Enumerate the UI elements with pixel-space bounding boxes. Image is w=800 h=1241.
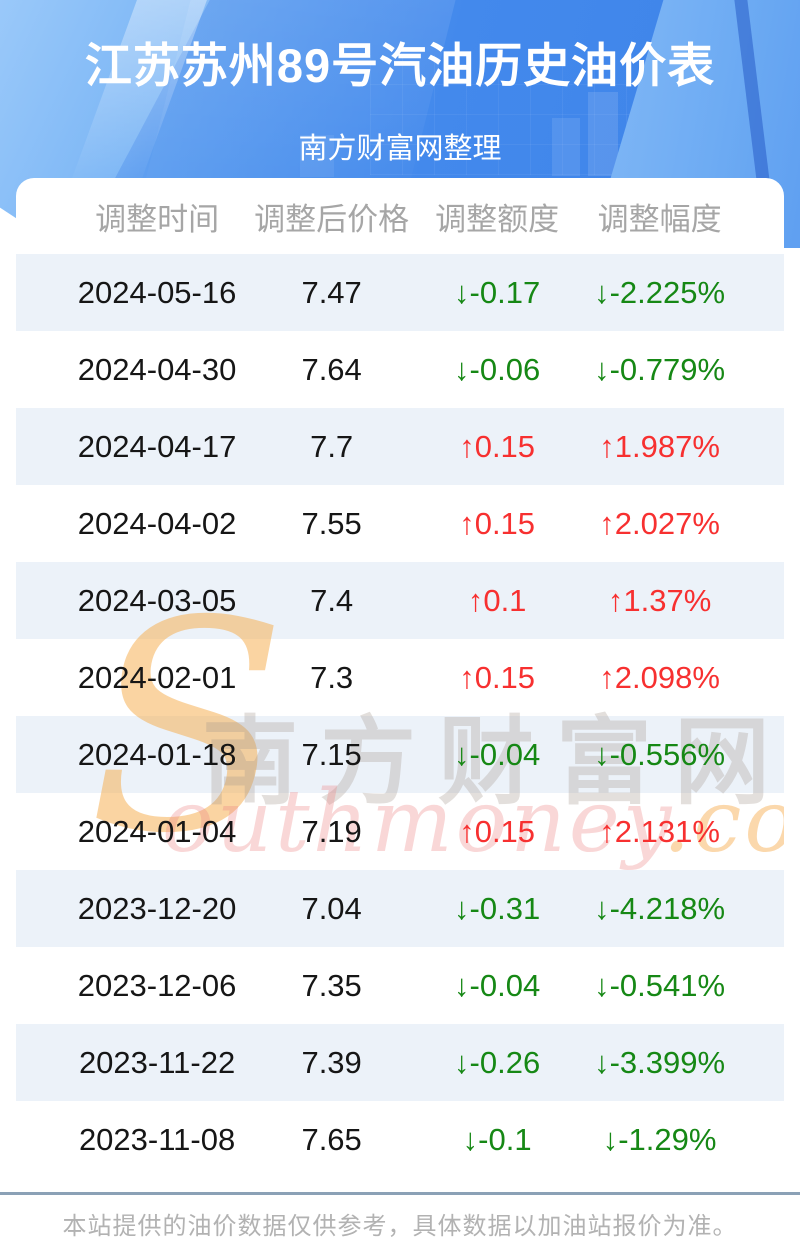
row-change: ↑0.15: [459, 428, 536, 464]
price-table-header: 调整时间 调整后价格 调整额度 调整幅度: [16, 178, 784, 254]
table-row: 2023-12-20 7.04 ↓-0.31 ↓-4.218%: [16, 870, 784, 947]
row-price: 7.3: [310, 659, 354, 695]
price-table-body: 2024-05-16 7.47 ↓-0.17 ↓-2.225% 2024-04-30 7.…: [16, 254, 784, 1178]
row-price: 7.7: [310, 428, 354, 464]
row-percent: ↑1.987%: [599, 428, 720, 464]
price-table-card: S 南方财富网 outhmoney.com 调整时间 调整后价格 调整额度 调整…: [16, 178, 784, 1178]
row-date: 2024-04-17: [77, 428, 237, 464]
table-row: 2023-11-22 7.39 ↓-0.26 ↓-3.399%: [16, 1024, 784, 1101]
row-date: 2024-01-18: [77, 736, 237, 772]
row-change: ↓-0.17: [454, 274, 541, 310]
table-row: 2024-04-30 7.64 ↓-0.06 ↓-0.779%: [16, 331, 784, 408]
table-row: 2023-12-06 7.35 ↓-0.04 ↓-0.541%: [16, 947, 784, 1024]
page-footer: 本站提供的油价数据仅供参考，具体数据以加油站报价为准。: [0, 1192, 800, 1241]
table-row: 2024-04-02 7.55 ↑0.15 ↑2.027%: [16, 485, 784, 562]
row-change: ↑0.15: [459, 659, 536, 695]
row-price: 7.39: [301, 1044, 362, 1080]
row-percent: ↑2.027%: [599, 505, 720, 541]
row-date: 2023-12-20: [77, 890, 237, 926]
table-row: 2024-05-16 7.47 ↓-0.17 ↓-2.225%: [16, 254, 784, 331]
price-table: 调整时间 调整后价格 调整额度 调整幅度 2024-05-16 7.47 ↓-0.1…: [16, 178, 784, 1178]
row-percent: ↓-3.399%: [594, 1044, 726, 1080]
row-percent: ↓-0.541%: [594, 967, 726, 1003]
row-date: 2024-04-30: [77, 351, 237, 387]
table-row: 2024-03-05 7.4 ↑0.1 ↑1.37%: [16, 562, 784, 639]
row-date: 2024-03-05: [77, 582, 237, 618]
row-price: 7.04: [301, 890, 362, 926]
table-row: 2024-01-04 7.19 ↑0.15 ↑2.131%: [16, 793, 784, 870]
footer-divider: [0, 1192, 800, 1195]
row-price: 7.65: [301, 1121, 362, 1157]
column-header-adjust-time: 调整时间: [95, 201, 220, 237]
row-date: 2023-11-22: [78, 1044, 236, 1080]
row-change: ↓-0.04: [454, 736, 541, 772]
page-title: 江苏苏州89号汽油历史油价表: [84, 39, 716, 92]
row-price: 7.64: [301, 351, 362, 387]
row-change: ↑0.15: [459, 813, 536, 849]
row-date: 2024-02-01: [77, 659, 237, 695]
row-percent: ↓-0.779%: [594, 351, 726, 387]
column-header-adjusted-price: 调整后价格: [254, 201, 410, 237]
table-row: 2024-01-18 7.15 ↓-0.04 ↓-0.556%: [16, 716, 784, 793]
row-change: ↑0.1: [467, 582, 527, 618]
table-row: 2024-02-01 7.3 ↑0.15 ↑2.098%: [16, 639, 784, 716]
row-date: 2024-01-04: [77, 813, 237, 849]
row-percent: ↑2.131%: [599, 813, 720, 849]
row-price: 7.35: [301, 967, 362, 1003]
column-header-adjust-rate: 调整幅度: [597, 201, 722, 237]
row-change: ↓-0.26: [454, 1044, 541, 1080]
row-price: 7.4: [310, 582, 354, 618]
row-date: 2024-04-02: [77, 505, 237, 541]
row-change: ↓-0.06: [454, 351, 541, 387]
hero-banner: 江苏苏州89号汽油历史油价表 南方财富网整理: [0, 0, 800, 256]
row-percent: ↑2.098%: [599, 659, 720, 695]
column-header-adjust-amount: 调整额度: [435, 201, 560, 237]
row-price: 7.47: [301, 274, 362, 310]
row-date: 2024-05-16: [77, 274, 237, 310]
row-percent: ↓-1.29%: [602, 1121, 717, 1157]
row-percent: ↓-4.218%: [594, 890, 726, 926]
page-subtitle: 南方财富网整理: [298, 133, 502, 165]
row-change: ↑0.15: [459, 505, 536, 541]
row-change: ↓-0.31: [454, 890, 541, 926]
row-price: 7.19: [301, 813, 362, 849]
footer-note: 本站提供的油价数据仅供参考，具体数据以加油站报价为准。: [62, 1213, 738, 1240]
row-date: 2023-12-06: [77, 967, 237, 1003]
row-price: 7.15: [301, 736, 362, 772]
table-row: 2023-11-08 7.65 ↓-0.1 ↓-1.29%: [16, 1101, 784, 1178]
row-percent: ↓-2.225%: [594, 274, 726, 310]
row-change: ↓-0.04: [454, 967, 541, 1003]
row-price: 7.55: [301, 505, 362, 541]
row-percent: ↓-0.556%: [594, 736, 726, 772]
row-percent: ↑1.37%: [607, 582, 712, 618]
table-row: 2024-04-17 7.7 ↑0.15 ↑1.987%: [16, 408, 784, 485]
row-change: ↓-0.1: [462, 1121, 532, 1157]
row-date: 2023-11-08: [78, 1121, 236, 1157]
